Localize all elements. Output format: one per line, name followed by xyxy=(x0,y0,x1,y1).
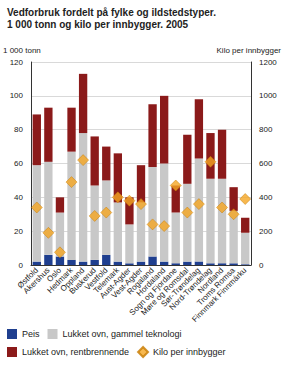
svg-text:Sogn og Fjordane: Sogn og Fjordane xyxy=(127,265,179,318)
svg-text:Sør-Trøndelag: Sør-Trøndelag xyxy=(159,265,203,309)
svg-text:Vedforbruk fordelt på fylke og: Vedforbruk fordelt på fylke og ildstedst… xyxy=(7,7,216,18)
svg-text:Vestfold: Vestfold xyxy=(83,265,110,293)
svg-text:80: 80 xyxy=(14,125,23,134)
svg-text:Lukket ovn, rentbrennende: Lukket ovn, rentbrennende xyxy=(22,347,129,357)
svg-text:40: 40 xyxy=(14,193,23,202)
svg-text:20: 20 xyxy=(14,227,23,236)
svg-text:Peis: Peis xyxy=(22,329,40,339)
svg-text:600: 600 xyxy=(259,159,273,168)
svg-text:200: 200 xyxy=(259,227,273,236)
svg-text:400: 400 xyxy=(259,193,273,202)
svg-text:Østfold: Østfold xyxy=(15,265,40,291)
svg-text:Møre og Romsdal: Møre og Romsdal xyxy=(139,265,191,318)
svg-text:Telemark: Telemark xyxy=(91,265,121,296)
svg-text:Nordland: Nordland xyxy=(196,265,226,296)
svg-text:Buskerud: Buskerud xyxy=(67,265,98,296)
svg-text:Vest-Agder: Vest-Agder xyxy=(109,265,145,301)
svg-text:1200: 1200 xyxy=(259,58,277,67)
svg-text:Aust-Agder: Aust-Agder xyxy=(98,265,133,301)
svg-text:Akershus: Akershus xyxy=(21,265,52,296)
svg-text:0: 0 xyxy=(19,261,24,270)
svg-text:Finnmark Finnmárku: Finnmark Finnmárku xyxy=(190,266,248,324)
svg-text:1000: 1000 xyxy=(259,91,277,100)
svg-text:Oppland: Oppland xyxy=(58,265,87,294)
svg-text:1 000 tonn: 1 000 tonn xyxy=(3,46,41,55)
svg-text:60: 60 xyxy=(14,159,23,168)
svg-text:100: 100 xyxy=(10,91,24,100)
svg-text:Kilo per innbygger: Kilo per innbygger xyxy=(217,46,282,55)
svg-text:0: 0 xyxy=(259,261,264,270)
svg-text:1 000 tonn og kilo per innbygg: 1 000 tonn og kilo per innbygger. 2005 xyxy=(7,19,189,30)
svg-text:Oslo: Oslo xyxy=(45,265,64,284)
svg-text:Kilo per innbygger: Kilo per innbygger xyxy=(153,347,226,357)
svg-text:120: 120 xyxy=(10,58,24,67)
svg-text:800: 800 xyxy=(259,125,273,134)
svg-text:Rogaland: Rogaland xyxy=(125,265,156,297)
svg-text:Troms Romsa: Troms Romsa xyxy=(195,265,237,308)
svg-text:Hordaland: Hordaland xyxy=(134,265,168,299)
svg-text:Nord-Trøndelag: Nord-Trøndelag xyxy=(167,265,214,312)
svg-text:Hedmark: Hedmark xyxy=(45,265,75,296)
svg-text:Lukket ovn, gammel teknologi: Lukket ovn, gammel teknologi xyxy=(63,329,182,339)
